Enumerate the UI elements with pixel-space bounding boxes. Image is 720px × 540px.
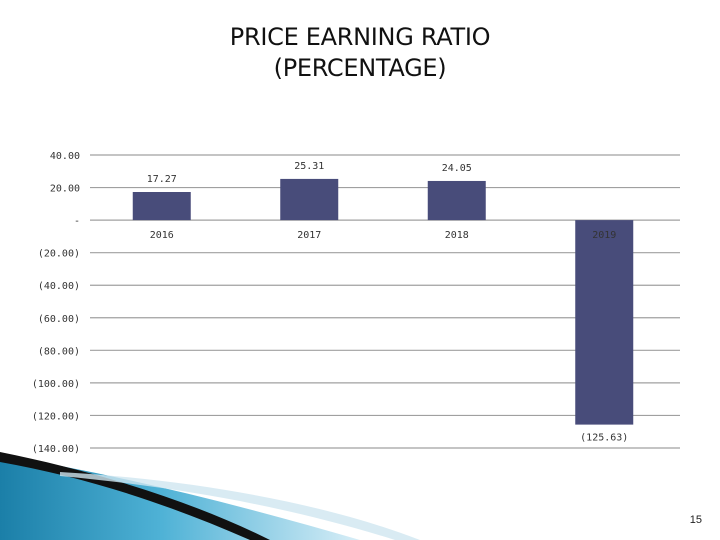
- x-tick-label: 2019: [592, 230, 616, 241]
- swoosh-light: [60, 472, 420, 540]
- decorative-swoosh: [0, 452, 420, 540]
- y-tick-label: (140.00): [32, 444, 80, 455]
- chart-title-line-2: (PERCENTAGE): [273, 54, 447, 82]
- y-tick-label: (40.00): [38, 281, 80, 292]
- bar-2019: [575, 220, 634, 425]
- chart-title-line-1: PRICE EARNING RATIO: [229, 23, 491, 51]
- bar-2016: [132, 191, 191, 221]
- bar-2017: [280, 178, 339, 221]
- bar-2018: [427, 180, 486, 221]
- bars: [132, 178, 634, 425]
- y-tick-label: 40.00: [50, 151, 80, 162]
- data-label: 17.27: [147, 174, 177, 185]
- y-tick-label: (20.00): [38, 249, 80, 260]
- y-tick-label: (80.00): [38, 346, 80, 357]
- chart-title: PRICE EARNING RATIO (PERCENTAGE): [160, 22, 560, 84]
- page-number: 15: [689, 514, 702, 526]
- y-tick-label: -: [74, 216, 80, 227]
- y-tick-label: (100.00): [32, 379, 80, 390]
- data-label: 25.31: [294, 161, 324, 172]
- x-axis-labels: 2016 2017 2018 2019: [150, 230, 617, 241]
- data-label: 24.05: [442, 163, 472, 174]
- x-tick-label: 2017: [297, 230, 321, 241]
- y-tick-label: (60.00): [38, 314, 80, 325]
- data-label: (125.63): [580, 433, 628, 444]
- y-tick-label: (120.00): [32, 411, 80, 422]
- y-tick-label: 20.00: [50, 184, 80, 195]
- x-tick-label: 2016: [150, 230, 174, 241]
- x-tick-label: 2018: [445, 230, 469, 241]
- data-labels: 17.27 25.31 24.05 (125.63): [147, 161, 629, 444]
- y-axis-labels: 40.00 20.00 - (20.00) (40.00) (60.00) (80.00) (…: [32, 151, 80, 455]
